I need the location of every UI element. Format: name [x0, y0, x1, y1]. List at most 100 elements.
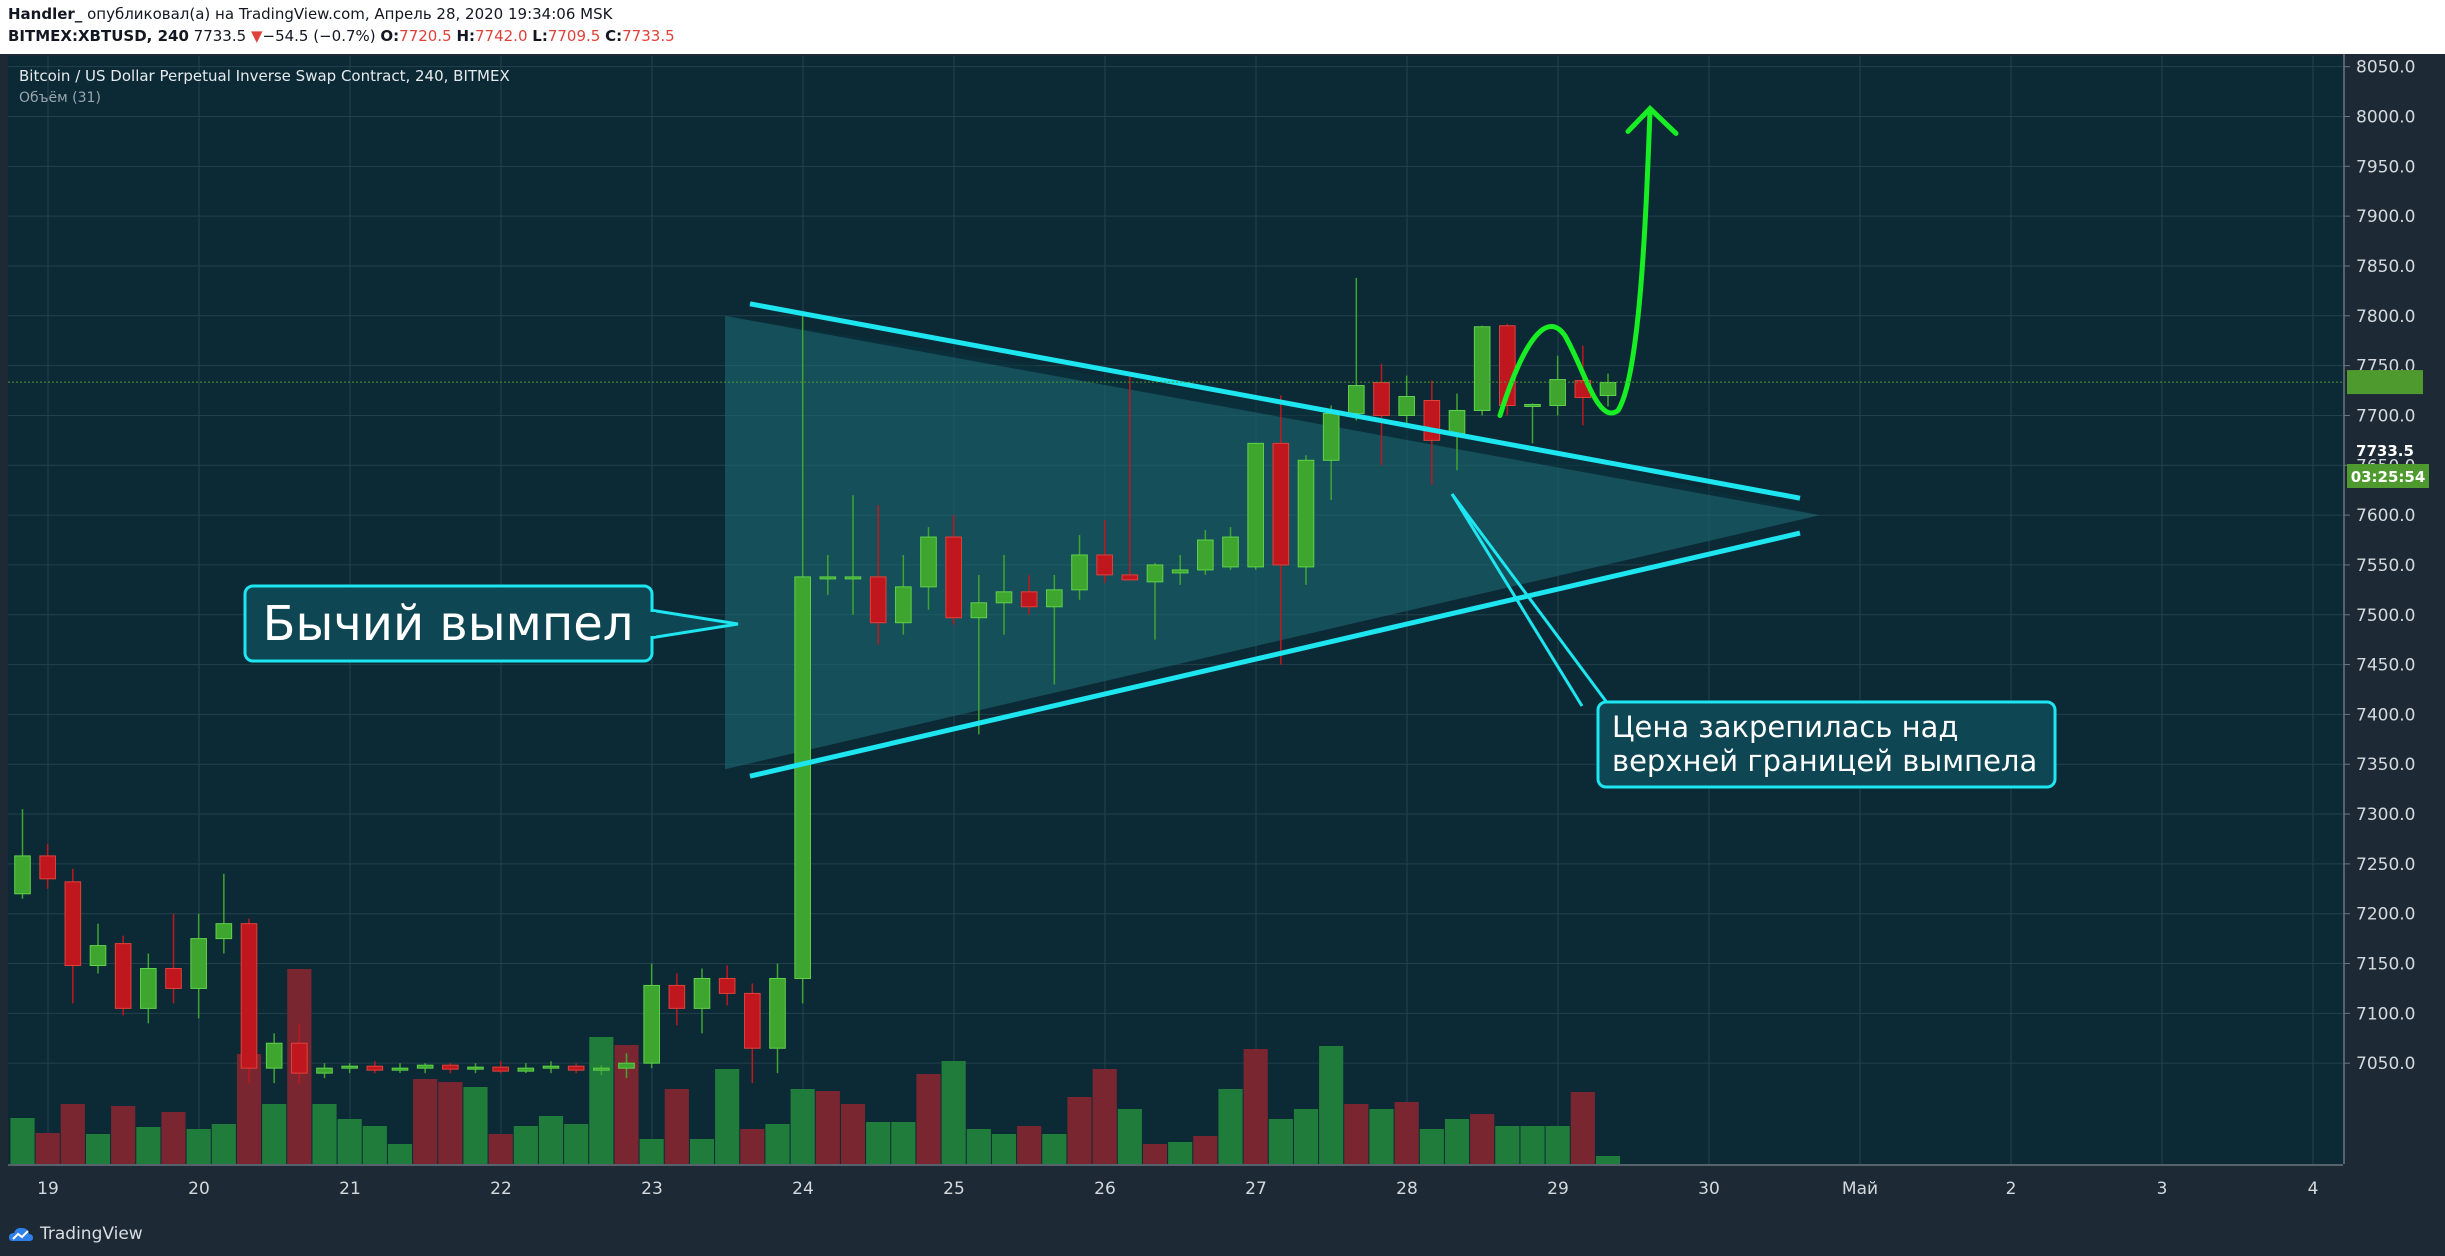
volume-bar — [840, 1104, 866, 1164]
y-tick-label: 7700.0 — [2356, 406, 2415, 426]
candle-body — [1599, 382, 1617, 397]
y-tick-label: 7950.0 — [2356, 157, 2415, 177]
x-tick-label: 28 — [1396, 1179, 1418, 1199]
y-tick-label: 7550.0 — [2356, 556, 2415, 576]
y-tick-label: 8000.0 — [2356, 108, 2415, 128]
callout-breakout-line1: Цена закрепилась над — [1612, 710, 1958, 744]
candle-body — [1348, 385, 1365, 414]
candle-body — [1197, 539, 1214, 571]
candle-body — [869, 576, 887, 624]
candle-body — [895, 586, 912, 624]
publisher-name[interactable]: Handler_ — [8, 5, 83, 23]
candle-body — [1071, 554, 1088, 591]
x-tick-label: 27 — [1245, 1179, 1267, 1199]
candle-body — [341, 1065, 358, 1069]
volume-bar — [866, 1122, 891, 1164]
last-price: 7733.5 — [193, 27, 247, 45]
volume-bar — [1193, 1136, 1218, 1164]
callout-breakout-box — [1596, 700, 2057, 789]
volume-bar — [1142, 1144, 1168, 1164]
candle-body — [1046, 589, 1063, 608]
candle-body — [442, 1064, 459, 1070]
volume-bar — [387, 1144, 413, 1164]
candle-body — [693, 977, 711, 1009]
volume-bar — [362, 1126, 387, 1164]
candle-body — [1448, 409, 1466, 434]
volume-bar — [1394, 1102, 1419, 1164]
volume-bar — [262, 1104, 287, 1164]
callout-bullish-pennant-text: Бычий вымпел — [263, 596, 634, 652]
volume-bar — [1067, 1097, 1092, 1164]
candle-body — [1524, 403, 1541, 407]
x-tick-label: 20 — [188, 1179, 210, 1199]
candle-body — [718, 977, 736, 994]
candle-body — [744, 992, 761, 1049]
tradingview-logo[interactable]: TradingView — [8, 1224, 143, 1244]
volume-bar — [1017, 1126, 1042, 1164]
footer: TradingView — [0, 1214, 2445, 1256]
price-axis — [2343, 54, 2445, 1214]
volume-bar — [815, 1091, 840, 1164]
callout-bullish-pennant[interactable]: Бычий вымпел — [243, 584, 739, 663]
volume-bar — [790, 1089, 815, 1164]
candle-body — [1398, 396, 1415, 416]
candle-body — [819, 576, 837, 580]
time-axis-panel[interactable] — [8, 1166, 2343, 1214]
callout-breakout-line2: верхней границей вымпела — [1612, 744, 2037, 778]
publish-date: опубликовал(а) на TradingView.com, Апрел… — [82, 5, 613, 23]
pennant-pattern — [725, 315, 1820, 770]
x-tick-label: 25 — [943, 1179, 965, 1199]
y-tick-label: 7850.0 — [2356, 257, 2415, 277]
callout-breakout[interactable]: Цена закрепилась над верхней границей вы… — [1450, 493, 2057, 789]
candle-body — [970, 602, 988, 619]
candle-body — [1171, 569, 1189, 574]
callout-leader-b — [1450, 493, 1584, 707]
candlesticks — [14, 277, 1617, 1084]
price-chart[interactable]: 7050.0 7100.0 7150.0 7200.0 7250.0 7300.0 7350… — [0, 54, 2445, 1214]
volume-bar — [161, 1112, 186, 1164]
candle-body — [89, 945, 107, 967]
price-axis-panel[interactable] — [2345, 54, 2445, 1214]
volume-bar — [488, 1134, 513, 1164]
candle-body — [140, 968, 157, 1009]
x-tick-label: 24 — [792, 1179, 814, 1199]
y-tick-label: 7400.0 — [2356, 705, 2415, 725]
candle-body — [316, 1067, 333, 1074]
close-value: 7733.5 — [622, 27, 675, 45]
volume-bar — [438, 1082, 463, 1164]
forecast-arrow-icon[interactable] — [1497, 104, 1679, 418]
volume-bar — [916, 1074, 941, 1164]
price-change: −54.5 (−0.7%) — [262, 27, 376, 45]
volume-bar — [513, 1126, 538, 1164]
volume-bar — [1495, 1126, 1520, 1164]
volume-bar — [1545, 1126, 1570, 1164]
candle-body — [1020, 591, 1038, 608]
candle-body — [1322, 412, 1340, 461]
volume-bar — [564, 1124, 589, 1164]
candle-body — [1096, 554, 1113, 576]
pennant-lower-line[interactable] — [749, 530, 1801, 779]
footer-brand-text: TradingView — [40, 1224, 143, 1244]
volume-bar — [1520, 1126, 1545, 1164]
x-tick-label: Май — [1842, 1179, 1878, 1199]
candle-body — [1473, 326, 1491, 411]
open-label: O: — [380, 27, 400, 45]
volume-bar — [1243, 1049, 1268, 1164]
tradingview-cloud-icon — [9, 1227, 33, 1241]
x-tick-label: 2 — [2006, 1179, 2017, 1199]
candle-body — [391, 1067, 409, 1071]
pennant-upper-line[interactable] — [749, 301, 1801, 501]
volume-bar — [664, 1089, 689, 1164]
candle-body — [1247, 442, 1264, 568]
volume-bar — [639, 1139, 664, 1164]
volume-bar — [740, 1129, 765, 1164]
drawings — [749, 104, 1801, 779]
y-tick-label: 7450.0 — [2356, 656, 2415, 676]
time-tick-labels: 19 20 21 22 23 24 25 26 27 28 29 30 Май 2 3 4 — [37, 1179, 2318, 1199]
y-tick-label: 7500.0 — [2356, 606, 2415, 626]
candle-body — [945, 536, 962, 619]
high-label: H: — [456, 27, 475, 45]
volume-bar — [1570, 1092, 1595, 1164]
candle-body — [215, 923, 233, 940]
